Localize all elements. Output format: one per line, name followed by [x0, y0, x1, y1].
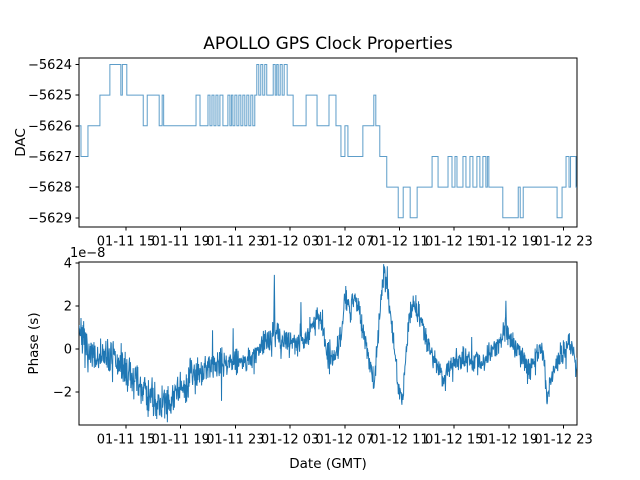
y-tick-label: −5625	[28, 89, 72, 104]
y-tick-label: 4	[64, 257, 72, 272]
x-tick-label: 01-12 07	[316, 433, 374, 448]
x-tick-label: 01-11 15	[97, 235, 155, 250]
x-tick-label: 01-12 19	[480, 433, 538, 448]
x-tick-label: 01-11 15	[97, 433, 155, 448]
x-tick-label: 01-12 07	[316, 235, 374, 250]
date-xlabel: Date (GMT)	[289, 456, 366, 472]
x-tick-label: 01-12 23	[534, 433, 592, 448]
y-tick-label: −5628	[28, 181, 72, 196]
x-tick-label: 01-12 15	[425, 235, 483, 250]
y-tick-label: −2	[53, 386, 72, 401]
x-tick-label: 01-11 19	[151, 433, 209, 448]
phase-line	[79, 264, 577, 423]
x-tick-label: 01-12 11	[370, 235, 428, 250]
y-tick-label: −5624	[28, 58, 72, 73]
x-tick-label: 01-12 19	[480, 235, 538, 250]
dac-ylabel: DAC	[13, 128, 29, 157]
phase-ylabel: Phase (s)	[26, 312, 42, 374]
x-tick-label: 01-12 23	[534, 235, 592, 250]
axes-border	[78, 57, 578, 228]
y-tick-label: 2	[64, 300, 72, 315]
phase-offset-text: 1e−8	[70, 246, 105, 261]
x-tick-label: 01-12 03	[261, 235, 319, 250]
x-tick-label: 01-11 23	[206, 433, 264, 448]
y-tick-label: −5629	[28, 211, 72, 226]
y-tick-label: 0	[64, 343, 72, 358]
x-tick-label: 01-11 19	[151, 235, 209, 250]
chart-title: APOLLO GPS Clock Properties	[203, 34, 453, 54]
y-tick-label: −5627	[28, 150, 72, 165]
dac-step-line	[79, 63, 577, 219]
axes-border	[78, 261, 578, 426]
x-tick-label: 01-11 23	[206, 235, 264, 250]
x-tick-label: 01-12 15	[425, 433, 483, 448]
x-tick-label: 01-12 11	[370, 433, 428, 448]
y-tick-label: −5626	[28, 119, 72, 134]
x-tick-label: 01-12 03	[261, 433, 319, 448]
